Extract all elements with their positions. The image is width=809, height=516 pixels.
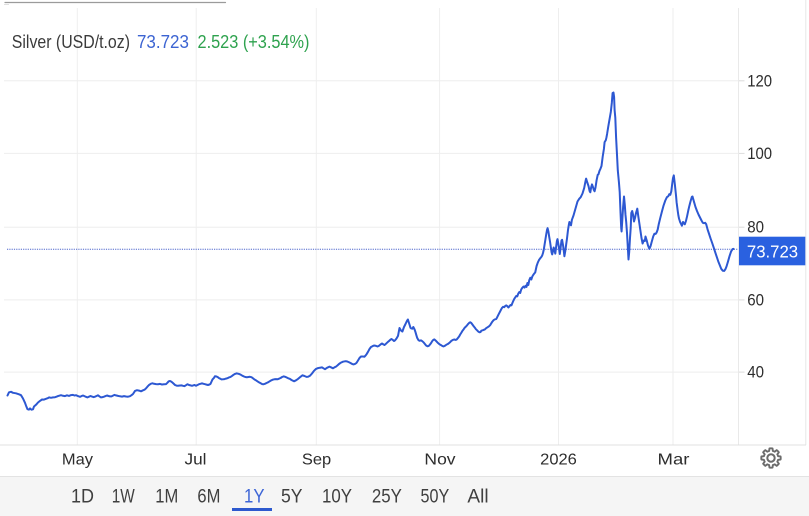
svg-text:Sep: Sep — [302, 452, 331, 469]
svg-text:All: All — [467, 486, 488, 507]
svg-text:2026: 2026 — [540, 452, 577, 469]
svg-text:60: 60 — [747, 291, 764, 309]
svg-text:Nov: Nov — [424, 452, 455, 469]
svg-text:73.723: 73.723 — [137, 31, 189, 52]
svg-text:100: 100 — [747, 145, 772, 163]
svg-text:1D: 1D — [71, 486, 94, 507]
svg-text:1W: 1W — [112, 486, 135, 507]
svg-text:6M: 6M — [197, 486, 220, 507]
svg-text:May: May — [62, 452, 93, 469]
svg-text:73.723: 73.723 — [747, 242, 798, 262]
svg-text:40: 40 — [747, 364, 764, 382]
svg-text:Silver (USD/t.oz): Silver (USD/t.oz) — [12, 31, 130, 52]
svg-text:50Y: 50Y — [421, 486, 450, 507]
svg-text:80: 80 — [747, 219, 764, 237]
svg-text:120: 120 — [747, 72, 772, 90]
svg-text:10Y: 10Y — [322, 486, 352, 507]
svg-text:1Y: 1Y — [244, 486, 265, 507]
svg-text:5Y: 5Y — [281, 486, 303, 507]
svg-text:2.523 (+3.54%): 2.523 (+3.54%) — [198, 31, 310, 52]
svg-text:25Y: 25Y — [372, 486, 402, 507]
svg-text:Jul: Jul — [185, 452, 207, 469]
svg-text:Mar: Mar — [658, 452, 691, 469]
svg-text:1M: 1M — [155, 486, 178, 507]
